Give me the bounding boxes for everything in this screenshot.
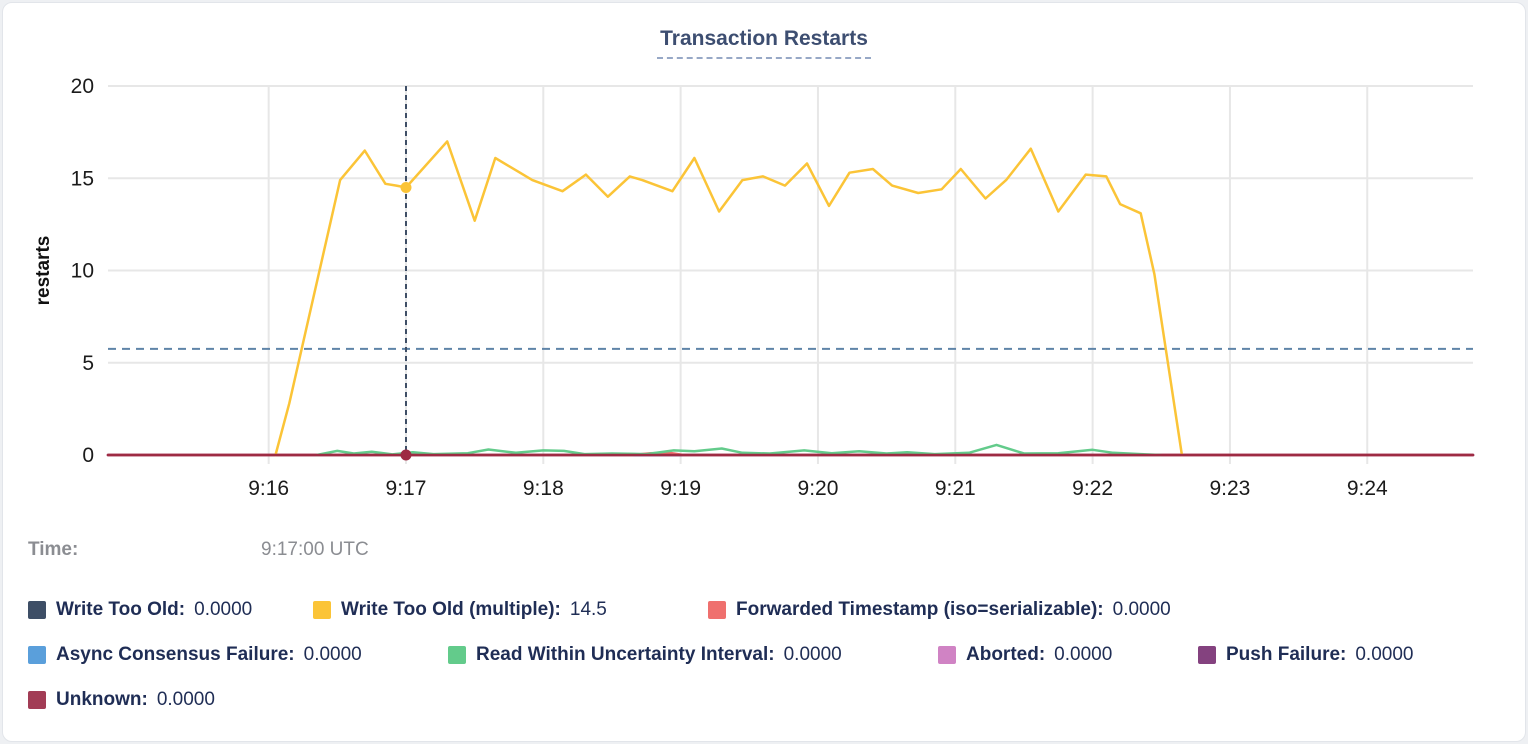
legend-label-forwarded-timestamp-iso-serializable-: Forwarded Timestamp (iso=serializable): — [736, 598, 1104, 620]
legend-label-async-consensus-failure: Async Consensus Failure: — [56, 643, 295, 665]
legend-item-forwarded-timestamp-iso-serializable-: Forwarded Timestamp (iso=serializable): 0… — [708, 599, 1171, 621]
x-tick-label: 9:18 — [523, 477, 564, 500]
legend-row: Write Too Old: 0.0000 Write Too Old (multi… — [28, 587, 1413, 632]
y-axis-label: restarts — [33, 236, 54, 306]
y-tick-label: 0 — [82, 444, 94, 467]
x-tick-label: 9:22 — [1072, 477, 1113, 500]
crosshair-dot-write-too-old-multiple- — [400, 181, 412, 193]
y-tick-label: 20 — [71, 75, 94, 98]
legend-item-unknown: Unknown: 0.0000 — [28, 689, 215, 711]
crosshair-dot-unknown — [400, 449, 412, 461]
x-tick-label: 9:20 — [798, 477, 839, 500]
legend-swatch-write-too-old — [28, 600, 46, 619]
legend-swatch-write-too-old-multiple- — [313, 600, 331, 619]
x-tick-label: 9:17 — [386, 477, 427, 500]
legend-label-write-too-old: Write Too Old: — [56, 598, 186, 620]
legend-item-push-failure: Push Failure: 0.0000 — [1198, 644, 1413, 666]
legend-value-aborted: 0.0000 — [1054, 643, 1113, 665]
chart-title[interactable]: Transaction Restarts — [657, 27, 871, 59]
legend-item-read-within-uncertainty-interval: Read Within Uncertainty Interval: 0.0000 — [448, 644, 938, 666]
transaction-restarts-chart[interactable]: 0 5 10 15 20 9:16 9:17 9:18 9:19 9:20 9:21 9:22 9:23… — [3, 3, 1526, 523]
legend-value-read-within-uncertainty-interval: 0.0000 — [783, 643, 842, 665]
chart-title-wrap: Transaction Restarts — [3, 27, 1525, 59]
time-value: 9:17:00 UTC — [261, 539, 369, 560]
legend-swatch-push-failure — [1198, 645, 1216, 664]
x-tick-label: 9:21 — [935, 477, 976, 500]
legend-label-push-failure: Push Failure: — [1226, 643, 1347, 665]
legend-value-forwarded-timestamp-iso-serializable-: 0.0000 — [1112, 598, 1171, 620]
time-row: Time: 9:17:00 UTC — [28, 539, 369, 561]
legend-row: Async Consensus Failure: 0.0000 Read Withi… — [28, 632, 1413, 677]
legend-value-push-failure: 0.0000 — [1355, 643, 1414, 665]
series-line-write-too-old-multiple- — [274, 140, 1184, 457]
time-label: Time: — [28, 539, 79, 560]
x-tick-label: 9:19 — [660, 477, 701, 500]
legend-swatch-forwarded-timestamp-iso-serializable- — [708, 600, 726, 619]
legend-label-write-too-old-multiple-: Write Too Old (multiple): — [341, 598, 561, 620]
legend-swatch-read-within-uncertainty-interval — [448, 645, 466, 664]
legend-label-unknown: Unknown: — [56, 688, 148, 710]
series-line-read-within-uncertainty-interval — [315, 443, 1163, 457]
x-tick-label: 9:16 — [248, 477, 289, 500]
legend-item-aborted: Aborted: 0.0000 — [938, 644, 1198, 666]
legend-value-unknown: 0.0000 — [156, 688, 215, 710]
legend-item-write-too-old: Write Too Old: 0.0000 — [28, 599, 313, 621]
legend-swatch-unknown — [28, 690, 46, 709]
legend-item-async-consensus-failure: Async Consensus Failure: 0.0000 — [28, 644, 448, 666]
legend-swatch-aborted — [938, 645, 956, 664]
x-tick-label: 9:23 — [1209, 477, 1250, 500]
legend-value-async-consensus-failure: 0.0000 — [303, 643, 362, 665]
y-tick-label: 5 — [82, 352, 94, 375]
chart-legend: Write Too Old: 0.0000 Write Too Old (multi… — [28, 587, 1413, 722]
legend-value-write-too-old-multiple-: 14.5 — [569, 598, 607, 620]
x-tick-label: 9:24 — [1347, 477, 1388, 500]
y-tick-label: 10 — [71, 260, 94, 283]
legend-row: Unknown: 0.0000 — [28, 677, 1413, 722]
legend-label-read-within-uncertainty-interval: Read Within Uncertainty Interval: — [476, 643, 775, 665]
legend-swatch-async-consensus-failure — [28, 645, 46, 664]
y-tick-label: 15 — [71, 167, 94, 190]
legend-item-write-too-old-multiple-: Write Too Old (multiple): 14.5 — [313, 599, 708, 621]
legend-label-aborted: Aborted: — [966, 643, 1046, 665]
legend-value-write-too-old: 0.0000 — [194, 598, 253, 620]
